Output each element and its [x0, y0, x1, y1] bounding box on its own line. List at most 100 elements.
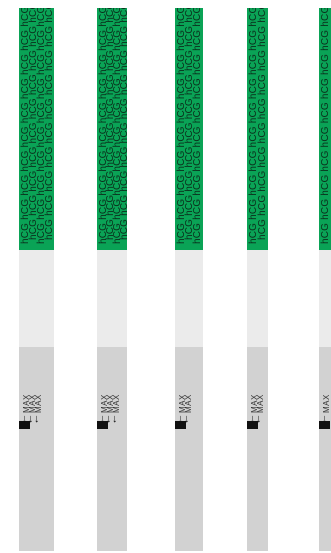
max-marker: ↓ MAX ↓ MAX [175, 394, 203, 435]
down-arrow-icon: ↓ [184, 413, 190, 425]
hcg-label: hCG [119, 122, 127, 144]
hcg-label: hCG [119, 73, 127, 96]
strip-1-green-zone: hCG hCG hCG hCG hCG hCG hCG hCG hCG hCG … [19, 8, 54, 250]
hcg-text-row: hCG hCG hCG hCG hCG hCG hCG hCG hCG hCG … [44, 8, 54, 240]
down-arrow-icon: ↓ [28, 413, 34, 425]
hcg-label: hCG [192, 99, 203, 124]
hcg-label: hCG [44, 95, 54, 120]
hcg-label: hCG [192, 171, 203, 196]
hcg-label: hCG [320, 147, 331, 172]
hcg-label: hCG [192, 26, 203, 51]
hcg-label: hCG [320, 195, 331, 220]
down-arrow-icon: ↓ [322, 413, 328, 425]
down-arrow-icon: ↓ [100, 413, 106, 425]
max-label: MAX [322, 394, 331, 413]
down-arrow-icon: ↓ [250, 413, 256, 425]
hcg-label: hCG [192, 50, 203, 76]
max-line-bar [175, 421, 186, 429]
strip-5-result-window [319, 250, 331, 347]
hcg-label: hCG [257, 71, 268, 96]
max-line-bar [19, 421, 30, 429]
strip-2-result-window [97, 250, 127, 347]
strip-4-result-window [247, 250, 268, 347]
hcg-label: hCG [257, 8, 268, 23]
strip-1-handle: ↓ MAX ↓ MAX ↓ MAX [19, 347, 54, 551]
hcg-label: hCG [257, 215, 268, 240]
hcg-label: hCG [192, 195, 203, 220]
hcg-label: hCG [257, 143, 268, 168]
max-line-bar [247, 421, 258, 429]
hcg-text-row: hCG hCG hCG hCG hCG hCG hCG hCG hCG hCG … [257, 8, 268, 240]
strip-4-handle: ↓ MAX ↓ MAX [247, 347, 268, 551]
strip-2-handle: ↓ MAX ↓ MAX ↓ MAX [97, 347, 127, 551]
hcg-label: hCG [257, 167, 268, 192]
max-marker: ↓ MAX ↓ MAX [247, 394, 268, 435]
test-strip-2: hCG hCG hCG hCG hCG hCG hCG hCG hCG hCG … [97, 8, 127, 551]
hcg-label: hCG [44, 71, 54, 96]
hcg-label: hCG [44, 22, 54, 47]
max-label: MAX [112, 394, 121, 413]
hcg-label: hCG [44, 167, 54, 192]
test-strip-5: hCG hCG hCG hCG hCG hCG hCG hCG hCG hCG … [319, 8, 331, 551]
max-label: MAX [256, 394, 265, 413]
hcg-label: hCG [44, 215, 54, 240]
strip-3-result-window [175, 250, 203, 347]
hcg-label: hCG [192, 147, 203, 172]
hcg-label: hCG [192, 123, 203, 148]
test-strip-1: hCG hCG hCG hCG hCG hCG hCG hCG hCG hCG … [19, 8, 54, 551]
strip-3-handle: ↓ MAX ↓ MAX [175, 347, 203, 551]
hcg-label: hCG [44, 46, 54, 72]
max-marker: ↓ MAX ↓ MAX ↓ MAX [97, 394, 127, 435]
hcg-label: hCG [320, 26, 331, 51]
max-marker: ↓ MAX ↓ MAX ↓ MAX [19, 394, 54, 435]
hcg-text-row: hCG hCG hCG hCG hCG hCG hCG hCG hCG hCG … [192, 8, 203, 244]
down-arrow-icon: ↓ [112, 413, 118, 425]
test-strip-4: hCG hCG hCG hCG hCG hCG hCG hCG hCG hCG … [247, 8, 268, 551]
hcg-label: hCG [257, 119, 268, 144]
down-arrow-icon: ↓ [22, 413, 28, 425]
hcg-label: hCG [320, 50, 331, 76]
down-arrow-icon: ↓ [34, 413, 40, 425]
hcg-label: hCG [320, 171, 331, 196]
strip-5-handle: ↓ MAX [319, 347, 331, 551]
hcg-label: hCG [44, 119, 54, 144]
max-label: MAX [184, 394, 193, 413]
hcg-text-row: hCG hCG hCG hCG hCG hCG hCG hCG hCG hCG … [119, 8, 127, 240]
strip-3-green-zone: hCG hCG hCG hCG hCG hCG hCG hCG hCG hCG … [175, 8, 203, 250]
hcg-label: hCG [257, 95, 268, 120]
hcg-label: hCG [320, 8, 331, 27]
max-line-bar [319, 421, 330, 429]
max-marker: ↓ MAX [319, 394, 331, 435]
hcg-label: hCG [257, 191, 268, 216]
hcg-label: hCG [320, 75, 331, 100]
hcg-label: hCG [320, 99, 331, 124]
hcg-label: hCG [119, 194, 127, 216]
hcg-label: hCG [192, 75, 203, 100]
hcg-text-row: hCG hCG hCG hCG hCG hCG hCG hCG hCG hCG … [320, 8, 331, 244]
hcg-label: hCG [192, 219, 203, 244]
test-strip-3: hCG hCG hCG hCG hCG hCG hCG hCG hCG hCG … [175, 8, 203, 551]
strip-5-green-zone: hCG hCG hCG hCG hCG hCG hCG hCG hCG hCG … [319, 8, 331, 250]
hcg-label: hCG [119, 25, 127, 47]
max-label: MAX [34, 394, 43, 413]
hcg-label: hCG [119, 98, 127, 120]
strip-4-green-zone: hCG hCG hCG hCG hCG hCG hCG hCG hCG hCG … [247, 8, 268, 250]
strip-1-result-window [19, 250, 54, 347]
hcg-label: hCG [257, 46, 268, 72]
hcg-label: hCG [257, 22, 268, 47]
max-line-bar [97, 421, 108, 429]
hcg-label: hCG [44, 143, 54, 168]
hcg-label: hCG [119, 8, 127, 23]
hcg-label: hCG [320, 123, 331, 148]
down-arrow-icon: ↓ [178, 413, 184, 425]
down-arrow-icon: ↓ [106, 413, 112, 425]
down-arrow-icon: ↓ [256, 413, 262, 425]
hcg-label: hCG [119, 170, 127, 192]
hcg-label: hCG [192, 8, 203, 27]
hcg-label: hCG [44, 191, 54, 216]
hcg-label: hCG [320, 219, 331, 244]
hcg-label: hCG [119, 218, 127, 240]
hcg-label: hCG [44, 8, 54, 23]
hcg-label: hCG [119, 146, 127, 168]
hcg-label: hCG [119, 49, 127, 72]
